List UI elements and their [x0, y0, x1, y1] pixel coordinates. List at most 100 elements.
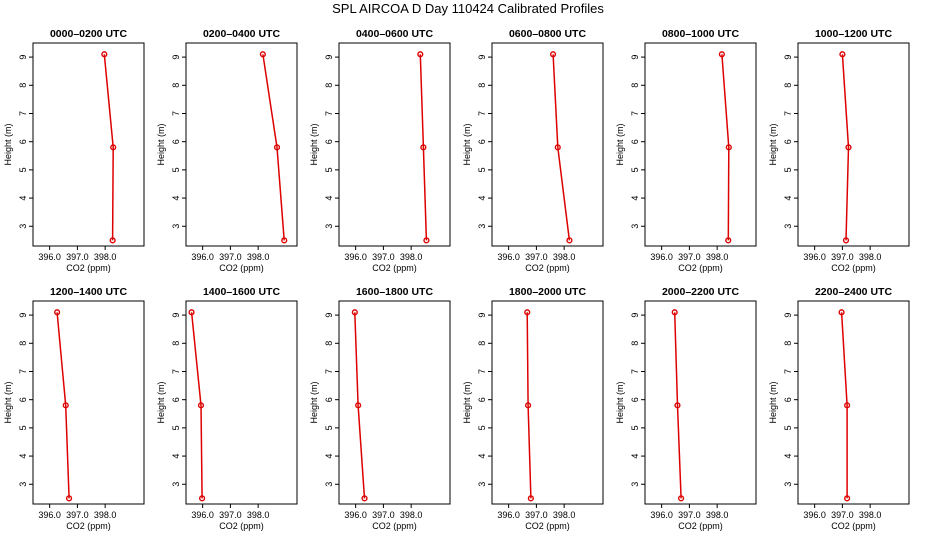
profile-line — [262, 54, 285, 241]
y-tick-label: 8 — [783, 341, 793, 346]
panel-title: 1000–1200 UTC — [815, 28, 892, 40]
x-axis-label: CO2 (ppm) — [219, 521, 264, 531]
x-tick-label: 397.0 — [219, 510, 242, 520]
y-tick-label: 5 — [18, 425, 28, 430]
profile-point — [198, 495, 206, 502]
profile-point — [54, 309, 61, 316]
y-tick-label: 4 — [18, 454, 28, 459]
profile-point — [566, 237, 573, 244]
panel-title: 1400–1600 UTC — [203, 286, 280, 298]
y-tick-label: 4 — [171, 196, 181, 201]
y-axis-label: Height (m) — [156, 381, 166, 423]
y-tick-label: 6 — [477, 139, 487, 144]
y-tick-label: 8 — [783, 83, 793, 88]
panel-title: 1600–1800 UTC — [356, 286, 433, 298]
profile-line — [841, 54, 850, 241]
y-axis-label: Height (m) — [156, 123, 166, 165]
profile-point — [420, 144, 427, 151]
x-axis-label: CO2 (ppm) — [372, 263, 417, 273]
profile-point — [527, 495, 534, 502]
figure-title: SPL AIRCOA D Day 110424 Calibrated Profi… — [332, 1, 604, 16]
x-tick-label: 398.0 — [400, 252, 423, 262]
y-tick-label: 7 — [171, 369, 181, 374]
y-tick-label: 4 — [783, 454, 793, 459]
profile-line — [526, 312, 532, 499]
profile-point — [674, 402, 681, 409]
plot-frame — [797, 300, 910, 505]
x-tick-label: 396.0 — [38, 252, 61, 262]
y-axis-label: Height (m) — [309, 123, 319, 165]
y-tick-label: 7 — [324, 369, 334, 374]
plot-frame — [491, 300, 604, 505]
x-tick-label: 396.0 — [344, 252, 367, 262]
y-axis-label: Height (m) — [309, 381, 319, 423]
y-tick-label: 9 — [324, 313, 334, 318]
profile-line — [673, 312, 682, 499]
x-tick-label: 396.0 — [191, 252, 214, 262]
profile-point — [725, 144, 732, 151]
y-tick-label: 9 — [783, 55, 793, 60]
y-tick-label: 6 — [171, 139, 181, 144]
profile-point — [110, 144, 117, 151]
y-tick-label: 6 — [324, 397, 334, 402]
y-tick-label: 6 — [18, 139, 28, 144]
profile-point — [423, 237, 430, 244]
profile-line — [103, 54, 114, 241]
profile-point — [188, 309, 195, 316]
y-tick-label: 6 — [324, 139, 334, 144]
y-tick-label: 7 — [477, 369, 487, 374]
x-tick-label: 396.0 — [803, 510, 826, 520]
y-tick-label: 8 — [18, 341, 28, 346]
y-tick-label: 3 — [324, 482, 334, 487]
plot-frame — [32, 300, 145, 505]
y-tick-label: 3 — [783, 224, 793, 229]
y-tick-label: 4 — [18, 196, 28, 201]
x-tick-label: 396.0 — [803, 252, 826, 262]
y-tick-label: 7 — [171, 111, 181, 116]
profile-point — [361, 495, 368, 502]
x-tick-label: 398.0 — [247, 510, 270, 520]
y-tick-label: 9 — [171, 313, 181, 318]
profile-point — [677, 495, 685, 502]
panel-title: 0200–0400 UTC — [203, 28, 280, 40]
y-tick-label: 6 — [630, 139, 640, 144]
plot-frame — [644, 300, 757, 505]
panel-title: 2200–2400 UTC — [815, 286, 892, 298]
profile-point — [65, 495, 73, 502]
panel-title: 1800–2000 UTC — [509, 286, 586, 298]
y-axis-label: Height (m) — [462, 123, 472, 165]
x-axis-label: CO2 (ppm) — [525, 263, 570, 273]
profile-point — [725, 237, 732, 244]
y-tick-label: 3 — [324, 224, 334, 229]
y-tick-label: 7 — [783, 369, 793, 374]
profile-line — [840, 312, 848, 499]
x-tick-label: 397.0 — [678, 252, 701, 262]
y-tick-label: 4 — [324, 454, 334, 459]
x-tick-label: 398.0 — [553, 252, 576, 262]
y-tick-label: 9 — [324, 55, 334, 60]
y-tick-label: 6 — [783, 139, 793, 144]
y-tick-label: 9 — [477, 313, 487, 318]
y-tick-label: 3 — [783, 482, 793, 487]
plot-frame — [491, 42, 604, 247]
y-tick-label: 6 — [18, 397, 28, 402]
y-tick-label: 8 — [630, 83, 640, 88]
profile-point — [62, 402, 69, 409]
x-axis-label: CO2 (ppm) — [678, 521, 723, 531]
profile-point — [845, 144, 852, 151]
y-tick-label: 4 — [630, 196, 640, 201]
profile-point — [671, 309, 678, 316]
y-tick-label: 8 — [171, 83, 181, 88]
panel-title: 0000–0200 UTC — [50, 28, 127, 40]
y-tick-label: 5 — [324, 167, 334, 172]
profile-point — [109, 237, 116, 244]
y-tick-label: 9 — [630, 55, 640, 60]
x-tick-label: 398.0 — [859, 510, 882, 520]
y-tick-label: 4 — [630, 454, 640, 459]
panel-title: 0800–1000 UTC — [662, 28, 739, 40]
